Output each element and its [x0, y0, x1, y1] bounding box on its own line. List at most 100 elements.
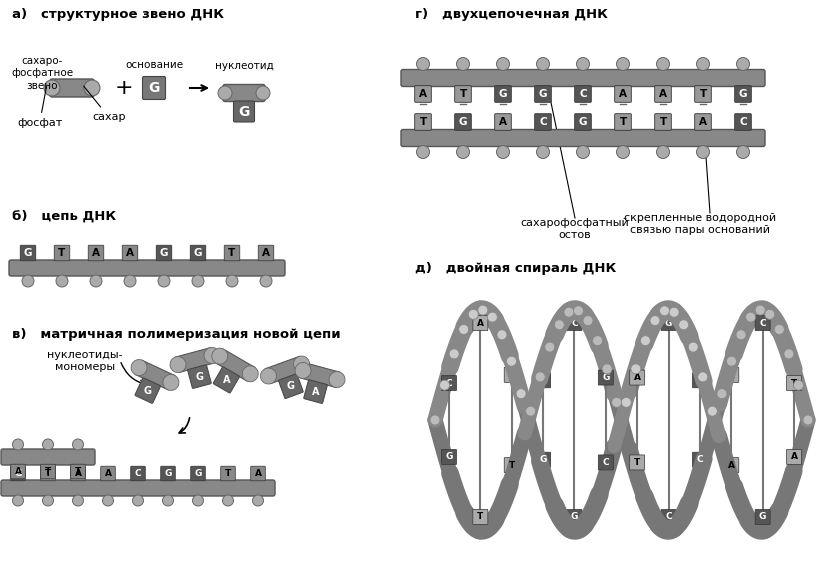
FancyBboxPatch shape	[575, 86, 591, 102]
FancyBboxPatch shape	[279, 374, 303, 398]
Text: A: A	[312, 387, 319, 397]
FancyBboxPatch shape	[131, 466, 146, 481]
Circle shape	[755, 305, 765, 315]
Circle shape	[12, 495, 24, 506]
Text: G: G	[739, 89, 748, 99]
FancyBboxPatch shape	[630, 455, 645, 470]
FancyBboxPatch shape	[135, 378, 160, 404]
Circle shape	[516, 441, 526, 451]
Circle shape	[497, 57, 510, 71]
Circle shape	[43, 439, 53, 450]
FancyBboxPatch shape	[724, 457, 739, 472]
Circle shape	[218, 86, 232, 100]
Text: C: C	[540, 376, 546, 385]
Circle shape	[192, 495, 204, 506]
Circle shape	[726, 356, 736, 366]
FancyBboxPatch shape	[300, 363, 340, 387]
Circle shape	[640, 336, 650, 346]
Text: G: G	[164, 469, 172, 478]
FancyBboxPatch shape	[215, 349, 255, 381]
Text: A: A	[477, 319, 484, 328]
FancyBboxPatch shape	[401, 130, 765, 146]
Circle shape	[158, 275, 170, 287]
Text: G: G	[759, 513, 766, 521]
Text: T: T	[460, 89, 466, 99]
Circle shape	[765, 309, 775, 319]
Text: A: A	[262, 248, 270, 258]
Circle shape	[688, 488, 699, 498]
FancyBboxPatch shape	[455, 86, 471, 102]
Circle shape	[131, 359, 147, 375]
FancyBboxPatch shape	[11, 466, 25, 481]
FancyBboxPatch shape	[415, 114, 431, 130]
Circle shape	[242, 366, 258, 382]
Circle shape	[640, 494, 650, 505]
FancyBboxPatch shape	[401, 69, 765, 87]
Text: G: G	[665, 319, 672, 328]
Circle shape	[736, 500, 746, 510]
FancyBboxPatch shape	[724, 367, 739, 382]
Text: T: T	[659, 117, 667, 127]
Circle shape	[43, 495, 53, 506]
Circle shape	[577, 57, 590, 71]
Circle shape	[449, 349, 459, 359]
Text: г)   двухцепочечная ДНК: г) двухцепочечная ДНК	[415, 8, 608, 21]
FancyBboxPatch shape	[661, 316, 676, 331]
FancyBboxPatch shape	[598, 455, 614, 470]
Text: A: A	[659, 89, 667, 99]
FancyBboxPatch shape	[41, 464, 56, 479]
Circle shape	[583, 316, 593, 325]
Circle shape	[488, 518, 497, 528]
FancyBboxPatch shape	[213, 367, 240, 393]
FancyBboxPatch shape	[735, 86, 751, 102]
Circle shape	[573, 524, 583, 534]
Circle shape	[602, 466, 612, 476]
Text: A: A	[74, 469, 82, 478]
Text: скрепленные водородной
связью пары оснований: скрепленные водородной связью пары основ…	[624, 213, 776, 235]
Circle shape	[526, 424, 536, 434]
FancyBboxPatch shape	[191, 245, 206, 261]
Circle shape	[163, 374, 179, 390]
FancyBboxPatch shape	[694, 114, 712, 130]
Text: T: T	[791, 379, 797, 387]
Text: д)   двойная спираль ДНК: д) двойная спираль ДНК	[415, 262, 616, 275]
Circle shape	[260, 275, 272, 287]
Text: A: A	[92, 248, 100, 258]
FancyBboxPatch shape	[11, 464, 25, 479]
Circle shape	[478, 305, 488, 315]
Text: G: G	[194, 248, 202, 258]
Circle shape	[784, 481, 794, 491]
Circle shape	[688, 342, 699, 352]
Circle shape	[612, 433, 622, 443]
Text: а)   структурное звено ДНК: а) структурное звено ДНК	[12, 8, 224, 21]
FancyBboxPatch shape	[692, 373, 708, 388]
Text: сахаро-
фосфатное
звено: сахаро- фосфатное звено	[11, 56, 73, 91]
FancyBboxPatch shape	[135, 360, 175, 390]
Circle shape	[516, 389, 526, 399]
Text: A: A	[222, 375, 230, 385]
Circle shape	[755, 525, 765, 535]
Text: T: T	[75, 467, 81, 476]
Circle shape	[577, 145, 590, 158]
Text: T: T	[634, 458, 640, 467]
FancyBboxPatch shape	[224, 245, 240, 261]
Circle shape	[456, 145, 470, 158]
FancyBboxPatch shape	[654, 86, 672, 102]
FancyBboxPatch shape	[415, 86, 431, 102]
Circle shape	[622, 433, 631, 443]
Circle shape	[260, 368, 276, 384]
Circle shape	[631, 364, 640, 374]
Text: G: G	[459, 117, 467, 127]
Text: фосфат: фосфат	[17, 87, 62, 128]
Circle shape	[439, 450, 450, 460]
FancyBboxPatch shape	[265, 356, 305, 383]
Circle shape	[669, 307, 679, 317]
Circle shape	[696, 57, 709, 71]
Circle shape	[775, 324, 784, 335]
Text: G: G	[579, 117, 587, 127]
Circle shape	[726, 474, 736, 484]
Text: T: T	[225, 469, 231, 478]
Text: C: C	[539, 117, 546, 127]
FancyBboxPatch shape	[654, 114, 672, 130]
Circle shape	[746, 518, 756, 528]
